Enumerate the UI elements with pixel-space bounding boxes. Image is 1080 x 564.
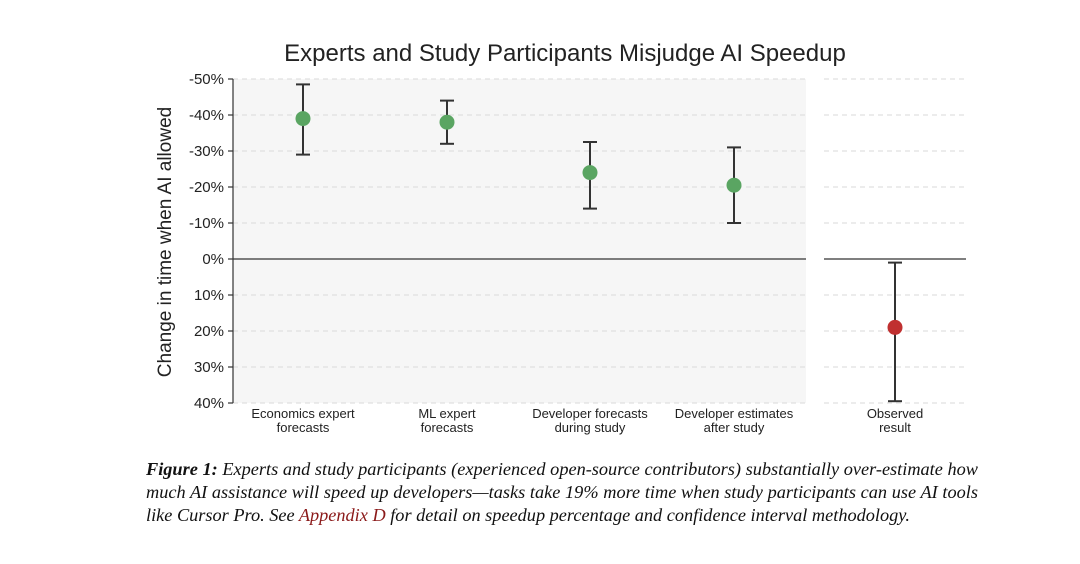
category-label-0-0-0: Economics expert: [251, 406, 355, 421]
chart-panels: -50% -40% -30% -20% -10% 0% 10% 20% 30% 40% Econom…: [189, 71, 966, 435]
category-label-0-3-1: after study: [704, 420, 765, 435]
chart-container: Experts and Study Participants Misjudge …: [155, 40, 966, 435]
y-axis-label: Change in time when AI allowed: [155, 107, 176, 377]
y-tick-label-4: -10%: [189, 215, 224, 232]
data-point-1-0: [887, 319, 903, 335]
y-tick-label-0: -50%: [189, 71, 224, 88]
caption-text-after-link: for detail on speedup percentage and con…: [385, 505, 910, 525]
category-label-0-2-0: Developer forecasts: [532, 406, 648, 421]
y-tick-label-1: -40%: [189, 107, 224, 124]
category-label-1-0-0: Observed: [867, 406, 923, 421]
caption-lead: Figure 1:: [146, 459, 218, 479]
chart-svg: Experts and Study Participants Misjudge …: [155, 40, 966, 435]
category-label-0-2-1: during study: [555, 420, 626, 435]
figure-caption: Figure 1: Experts and study participants…: [146, 458, 978, 527]
appendix-link[interactable]: Appendix D: [298, 505, 386, 525]
data-point-0-0: [295, 111, 311, 127]
y-tick-label-8: 30%: [194, 359, 224, 376]
y-tick-label-5: 0%: [202, 251, 224, 268]
data-point-0-3: [726, 177, 742, 193]
panel-forecasts: -50% -40% -30% -20% -10% 0% 10% 20% 30% 40% Econom…: [189, 71, 806, 435]
panel-background-forecasts: [233, 79, 806, 403]
caption-text-before-link: Experts and study participants (experien…: [146, 459, 978, 525]
y-tick-label-7: 20%: [194, 323, 224, 340]
y-tick-label-6: 10%: [194, 287, 224, 304]
category-label-0-3-0: Developer estimates: [675, 406, 794, 421]
data-point-0-1: [439, 114, 455, 130]
y-tick-label-9: 40%: [194, 395, 224, 412]
y-tick-label-2: -30%: [189, 143, 224, 160]
category-label-0-1-1: forecasts: [421, 420, 474, 435]
category-label-0-1-0: ML expert: [418, 406, 476, 421]
category-label-0-0-1: forecasts: [277, 420, 330, 435]
category-label-1-0-1: result: [879, 420, 911, 435]
chart-title: Experts and Study Participants Misjudge …: [284, 40, 846, 67]
y-tick-label-3: -20%: [189, 179, 224, 196]
data-point-0-2: [582, 165, 598, 181]
